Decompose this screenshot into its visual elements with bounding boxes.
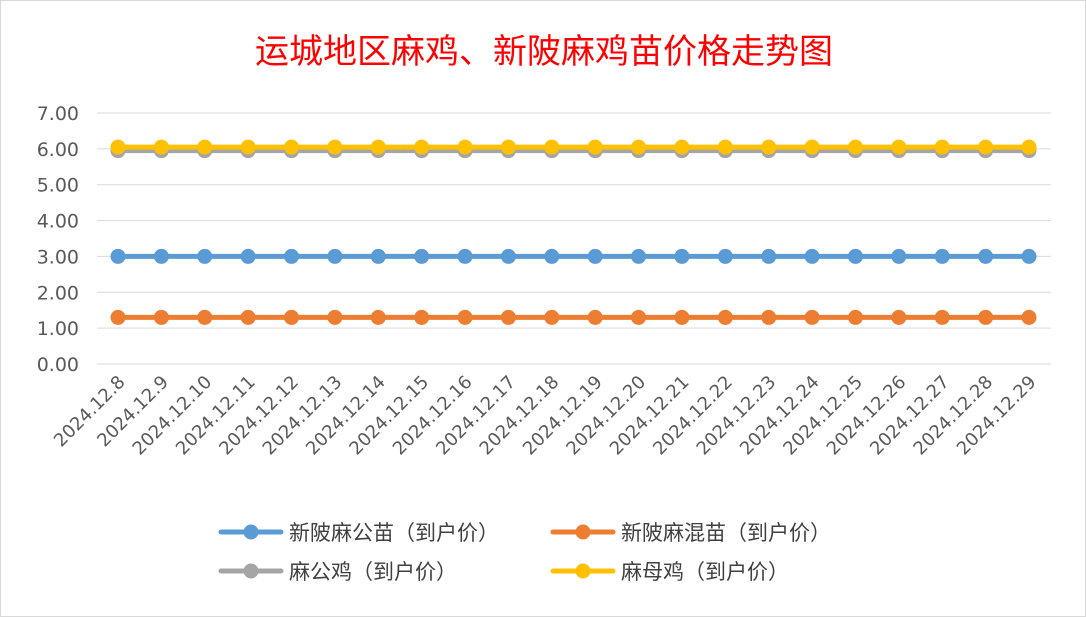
legend-label: 新陂麻公苗（到户价） xyxy=(289,521,499,545)
data-point xyxy=(804,139,820,155)
data-point xyxy=(284,248,300,264)
data-point xyxy=(457,248,473,264)
series-0 xyxy=(110,248,1037,264)
x-axis-ticks: 2024.12.82024.12.92024.12.102024.12.1120… xyxy=(50,372,1041,460)
data-point xyxy=(500,139,516,155)
y-tick-label: 4.00 xyxy=(37,211,79,233)
data-point xyxy=(1021,139,1037,155)
data-point xyxy=(240,309,256,325)
legend-item-2: 麻公鸡（到户价） xyxy=(218,560,457,584)
data-point xyxy=(197,139,213,155)
legend: 新陂麻公苗（到户价） 新陂麻混苗（到户价） 麻公鸡（到户价） 麻母鸡（到户价） xyxy=(218,521,831,584)
data-point xyxy=(284,309,300,325)
data-point xyxy=(370,139,386,155)
y-axis-ticks: 0.00 1.00 2.00 3.00 4.00 5.00 6.00 7.00 xyxy=(37,103,79,376)
data-point xyxy=(500,248,516,264)
data-point xyxy=(110,309,126,325)
data-point xyxy=(587,139,603,155)
data-point xyxy=(327,139,343,155)
data-point xyxy=(110,248,126,264)
data-point xyxy=(240,139,256,155)
data-point xyxy=(674,139,690,155)
data-point xyxy=(414,248,430,264)
data-point xyxy=(197,248,213,264)
legend-marker xyxy=(575,524,591,540)
legend-marker xyxy=(243,524,259,540)
data-point xyxy=(674,248,690,264)
series-1 xyxy=(110,309,1037,325)
data-point xyxy=(544,248,560,264)
data-point xyxy=(544,309,560,325)
legend-item-3: 麻母鸡（到户价） xyxy=(550,560,789,584)
data-point xyxy=(717,248,733,264)
data-point xyxy=(891,139,907,155)
data-point xyxy=(414,309,430,325)
data-point xyxy=(370,248,386,264)
data-point xyxy=(717,309,733,325)
y-tick-label: 0.00 xyxy=(37,354,79,376)
y-tick-label: 5.00 xyxy=(37,175,79,197)
data-point xyxy=(500,309,516,325)
data-point xyxy=(674,309,690,325)
data-point xyxy=(153,248,169,264)
data-point xyxy=(847,309,863,325)
y-tick-label: 2.00 xyxy=(37,282,79,304)
legend-marker xyxy=(243,563,259,579)
data-point xyxy=(761,309,777,325)
y-tick-label: 6.00 xyxy=(37,139,79,161)
data-point xyxy=(240,248,256,264)
data-point xyxy=(327,248,343,264)
data-point xyxy=(370,309,386,325)
data-point xyxy=(153,309,169,325)
series-group xyxy=(110,139,1037,325)
y-tick-label: 1.00 xyxy=(37,318,79,340)
data-point xyxy=(934,309,950,325)
data-point xyxy=(978,248,994,264)
data-point xyxy=(804,309,820,325)
legend-marker xyxy=(575,563,591,579)
legend-label: 新陂麻混苗（到户价） xyxy=(621,521,831,545)
data-point xyxy=(934,248,950,264)
legend-item-1: 新陂麻混苗（到户价） xyxy=(550,521,831,545)
data-point xyxy=(891,248,907,264)
data-point xyxy=(847,248,863,264)
data-point xyxy=(457,139,473,155)
data-point xyxy=(978,139,994,155)
data-point xyxy=(544,139,560,155)
data-point xyxy=(1021,309,1037,325)
legend-label: 麻母鸡（到户价） xyxy=(621,560,789,584)
data-point xyxy=(197,309,213,325)
data-point xyxy=(587,309,603,325)
data-point xyxy=(891,309,907,325)
data-point xyxy=(717,139,733,155)
data-point xyxy=(110,139,126,155)
data-point xyxy=(631,309,647,325)
data-point xyxy=(631,248,647,264)
legend-label: 麻公鸡（到户价） xyxy=(289,560,457,584)
data-point xyxy=(327,309,343,325)
data-point xyxy=(978,309,994,325)
data-point xyxy=(414,139,430,155)
data-point xyxy=(587,248,603,264)
data-point xyxy=(153,139,169,155)
y-tick-label: 3.00 xyxy=(37,246,79,268)
y-tick-label: 7.00 xyxy=(37,103,79,125)
data-point xyxy=(847,139,863,155)
legend-item-0: 新陂麻公苗（到户价） xyxy=(218,521,499,545)
data-point xyxy=(804,248,820,264)
data-point xyxy=(457,309,473,325)
chart-title: 运城地区麻鸡、新陂麻鸡苗价格走势图 xyxy=(255,32,833,72)
series-3 xyxy=(110,139,1037,155)
data-point xyxy=(934,139,950,155)
data-point xyxy=(761,248,777,264)
data-point xyxy=(631,139,647,155)
data-point xyxy=(1021,248,1037,264)
data-point xyxy=(761,139,777,155)
data-point xyxy=(284,139,300,155)
